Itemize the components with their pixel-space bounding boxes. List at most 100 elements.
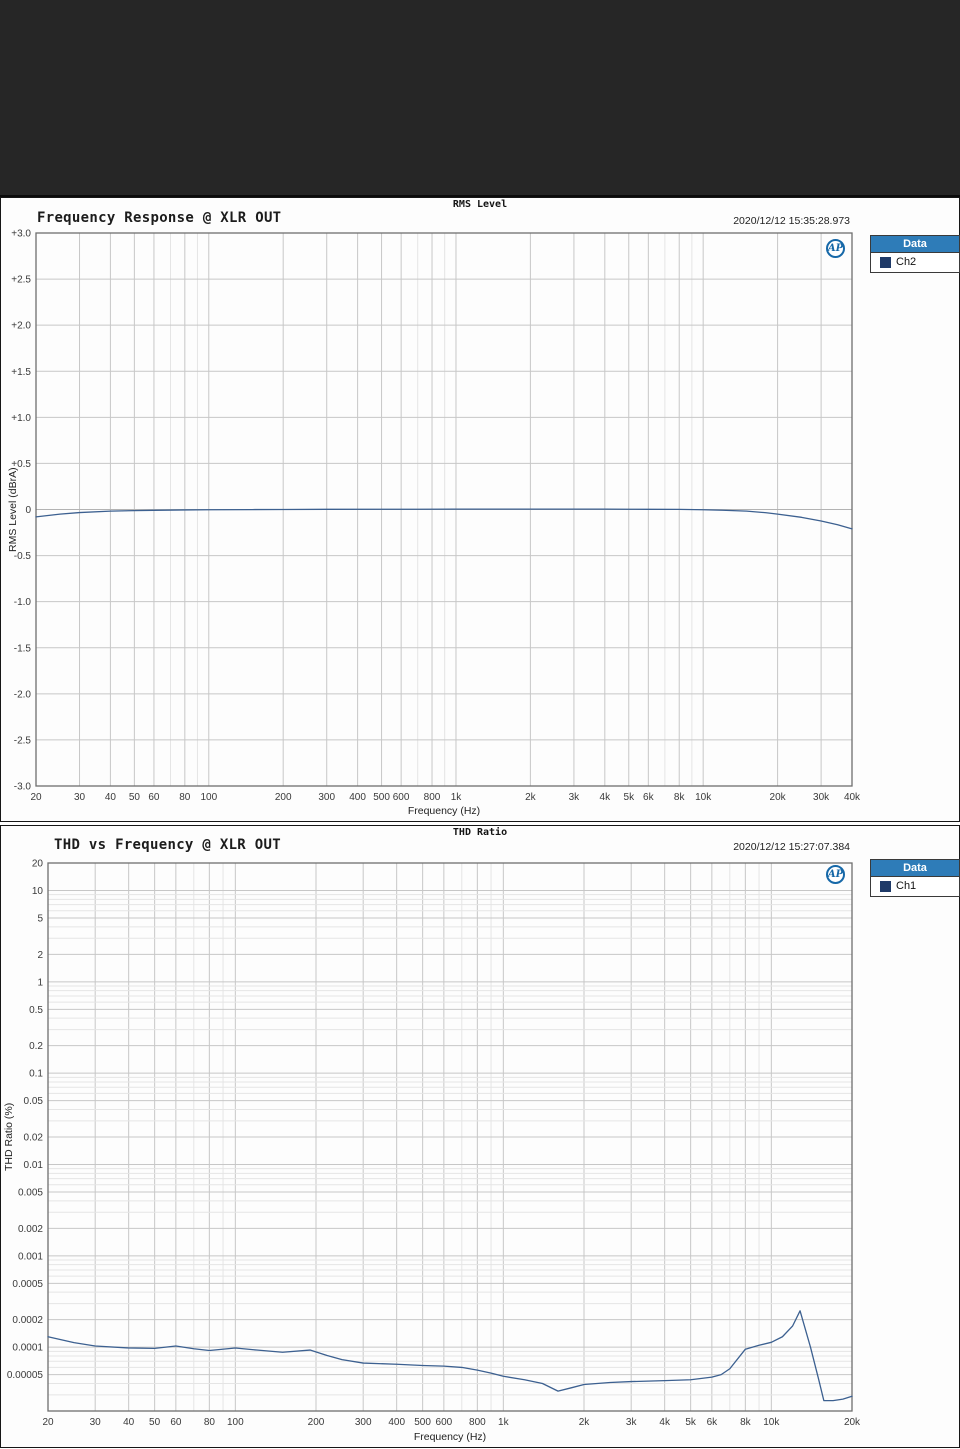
svg-text:2k: 2k xyxy=(525,792,537,803)
svg-text:400: 400 xyxy=(349,792,366,803)
svg-text:-3.0: -3.0 xyxy=(14,782,32,793)
svg-text:80: 80 xyxy=(204,1417,216,1428)
svg-text:+1.5: +1.5 xyxy=(11,367,31,378)
svg-text:8k: 8k xyxy=(740,1417,752,1428)
ap-logo-icon: AP xyxy=(826,239,845,258)
dark-header-band xyxy=(0,0,960,197)
legend-entry-label: Ch2 xyxy=(896,256,917,268)
svg-text:4k: 4k xyxy=(600,792,612,803)
timestamp: 2020/12/12 15:27:07.384 xyxy=(733,841,850,853)
svg-text:+3.0: +3.0 xyxy=(11,229,31,240)
svg-text:300: 300 xyxy=(355,1417,372,1428)
chart-panel-thd-ratio: THD Ratio THD vs Frequency @ XLR OUT 202… xyxy=(0,825,960,1448)
chart-panel-rms-level: RMS Level Frequency Response @ XLR OUT 2… xyxy=(0,197,960,822)
svg-text:20: 20 xyxy=(42,1417,54,1428)
svg-text:200: 200 xyxy=(275,792,292,803)
svg-text:-0.5: -0.5 xyxy=(14,551,32,562)
svg-text:0.05: 0.05 xyxy=(24,1096,44,1107)
svg-text:6k: 6k xyxy=(643,792,655,803)
legend-entry[interactable]: Ch2 xyxy=(871,253,959,272)
svg-text:3k: 3k xyxy=(569,792,581,803)
plot-area: 20 30 40 50 60 80 100 200 300 400 500 600 800 1k 2k 3k 4… xyxy=(7,859,861,1429)
svg-text:800: 800 xyxy=(424,792,441,803)
svg-text:60: 60 xyxy=(148,792,160,803)
svg-text:+2.0: +2.0 xyxy=(11,321,31,332)
svg-text:0.001: 0.001 xyxy=(18,1251,43,1262)
ap-logo-icon: AP xyxy=(826,865,845,884)
svg-text:400: 400 xyxy=(388,1417,405,1428)
svg-text:1k: 1k xyxy=(498,1417,510,1428)
svg-text:40: 40 xyxy=(123,1417,135,1428)
graph-window-title: THD Ratio xyxy=(452,827,508,838)
legend-header: Data xyxy=(871,860,959,877)
svg-text:100: 100 xyxy=(227,1417,244,1428)
y-axis-title: THD Ratio (%) xyxy=(3,1102,15,1172)
svg-text:30: 30 xyxy=(74,792,86,803)
svg-text:0.01: 0.01 xyxy=(24,1160,44,1171)
svg-text:30: 30 xyxy=(90,1417,102,1428)
svg-text:200: 200 xyxy=(308,1417,325,1428)
svg-text:+1.0: +1.0 xyxy=(11,413,31,424)
svg-text:6k: 6k xyxy=(707,1417,719,1428)
svg-text:20: 20 xyxy=(30,792,42,803)
svg-text:3k: 3k xyxy=(626,1417,638,1428)
svg-text:2k: 2k xyxy=(579,1417,591,1428)
svg-text:-2.5: -2.5 xyxy=(14,735,32,746)
svg-text:600: 600 xyxy=(436,1417,453,1428)
svg-text:500: 500 xyxy=(373,792,390,803)
ap-logo-text: AP xyxy=(827,243,844,254)
svg-text:1k: 1k xyxy=(451,792,463,803)
svg-text:20k: 20k xyxy=(844,1417,861,1428)
svg-text:40k: 40k xyxy=(844,792,861,803)
svg-text:0.00005: 0.00005 xyxy=(7,1370,44,1381)
legend: Data Ch1 xyxy=(870,859,960,897)
svg-text:1: 1 xyxy=(37,977,43,988)
svg-text:300: 300 xyxy=(318,792,335,803)
svg-text:5k: 5k xyxy=(624,792,636,803)
svg-text:0.1: 0.1 xyxy=(29,1069,43,1080)
chart-title: THD vs Frequency @ XLR OUT xyxy=(54,837,281,853)
svg-text:10k: 10k xyxy=(695,792,712,803)
svg-text:8k: 8k xyxy=(674,792,686,803)
svg-text:100: 100 xyxy=(200,792,217,803)
svg-text:0.02: 0.02 xyxy=(24,1133,44,1144)
x-axis-title: Frequency (Hz) xyxy=(407,805,481,817)
svg-text:2: 2 xyxy=(37,950,43,961)
legend-header: Data xyxy=(871,236,959,253)
series-color-swatch xyxy=(880,880,891,892)
plot-area: 20 30 40 50 60 80 100 200 300 400 500 600 800 1k 2k 3k 4… xyxy=(11,229,861,804)
svg-text:0.0002: 0.0002 xyxy=(12,1315,43,1326)
timestamp: 2020/12/12 15:35:28.973 xyxy=(733,215,850,227)
svg-text:60: 60 xyxy=(170,1417,182,1428)
svg-text:800: 800 xyxy=(469,1417,486,1428)
svg-text:500: 500 xyxy=(414,1417,431,1428)
svg-text:5k: 5k xyxy=(685,1417,697,1428)
svg-text:-1.5: -1.5 xyxy=(14,643,32,654)
legend-entry-label: Ch1 xyxy=(896,880,917,892)
graph-window-title: RMS Level xyxy=(452,199,508,210)
svg-text:40: 40 xyxy=(105,792,117,803)
svg-text:0.005: 0.005 xyxy=(18,1188,43,1199)
svg-text:10k: 10k xyxy=(763,1417,780,1428)
svg-text:-1.0: -1.0 xyxy=(14,597,32,608)
y-axis-title: RMS Level (dBrA) xyxy=(7,467,19,552)
svg-text:600: 600 xyxy=(393,792,410,803)
chart-title: Frequency Response @ XLR OUT xyxy=(37,210,282,226)
svg-text:0.0001: 0.0001 xyxy=(12,1343,43,1354)
svg-text:50: 50 xyxy=(149,1417,161,1428)
svg-text:4k: 4k xyxy=(659,1417,671,1428)
svg-text:0.2: 0.2 xyxy=(29,1041,43,1052)
svg-text:0: 0 xyxy=(25,505,31,516)
ap-logo-text: AP xyxy=(827,869,844,880)
svg-text:+2.5: +2.5 xyxy=(11,275,31,286)
svg-text:20k: 20k xyxy=(770,792,787,803)
svg-text:20: 20 xyxy=(32,859,44,870)
series-color-swatch xyxy=(880,256,891,268)
legend-entry[interactable]: Ch1 xyxy=(871,877,959,896)
legend: Data Ch2 xyxy=(870,235,960,273)
svg-text:80: 80 xyxy=(179,792,191,803)
x-axis-title: Frequency (Hz) xyxy=(413,1431,487,1443)
svg-text:0.002: 0.002 xyxy=(18,1224,43,1235)
svg-text:10: 10 xyxy=(32,886,44,897)
svg-text:0.5: 0.5 xyxy=(29,1005,43,1016)
